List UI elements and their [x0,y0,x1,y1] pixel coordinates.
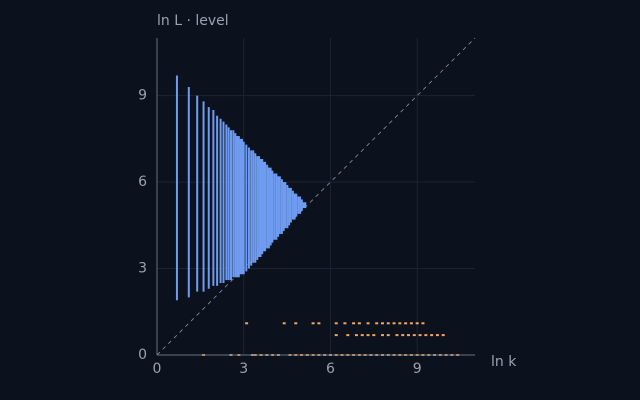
point [334,334,338,337]
point [441,334,445,337]
point [407,334,411,337]
point [395,334,399,337]
y-axis-title: ln L · level [157,13,229,29]
point [386,322,390,325]
point [366,334,370,337]
point [435,334,439,337]
point [424,334,428,337]
point [430,334,434,337]
point [418,334,422,337]
y-tick-label: 0 [138,347,147,363]
point [412,334,416,337]
point [354,334,358,337]
point [360,334,364,337]
point [375,322,379,325]
point [421,322,425,325]
x-tick-label: 6 [326,361,335,377]
x-axis-title: ln k [491,354,517,370]
diagonal-reference [156,37,476,356]
point [366,322,370,325]
point [401,334,405,337]
point [398,322,402,325]
point [372,334,376,337]
point [357,322,361,325]
point [380,334,384,337]
point [415,322,419,325]
y-tick-label: 6 [138,174,147,190]
point [294,322,298,325]
point [352,322,356,325]
x-tick-label: 0 [153,361,162,377]
point [409,322,413,325]
point [392,322,396,325]
point [343,322,347,325]
x-tick-label: 3 [239,361,248,377]
point [380,322,384,325]
point [386,334,390,337]
y-tick-label: 3 [138,261,147,277]
point [282,322,286,325]
x-tick-label: 9 [413,361,422,377]
point [404,322,408,325]
marks [175,75,460,356]
point [334,322,338,325]
point [317,322,321,325]
point [346,334,350,337]
point [245,322,249,325]
point [311,322,315,325]
y-tick-label: 9 [138,88,147,104]
